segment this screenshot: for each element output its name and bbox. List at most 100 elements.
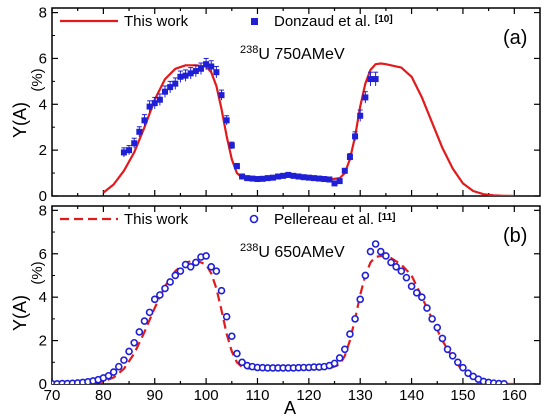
data-point — [402, 273, 411, 282]
y-axis-label: Y(A) — [10, 102, 30, 138]
data-point — [259, 175, 266, 182]
y-tick-label: 0 — [39, 376, 47, 393]
data-point — [161, 284, 169, 293]
data-point — [145, 308, 154, 317]
y-tick-label: 2 — [39, 333, 47, 350]
data-point — [275, 173, 282, 180]
data-point — [207, 262, 216, 271]
x-tick-label: 140 — [399, 387, 424, 404]
legend-label-this-work: This work — [124, 13, 189, 30]
data-point — [227, 332, 236, 341]
data-point — [361, 271, 370, 280]
data-point — [330, 359, 339, 368]
x-tick-label: 130 — [348, 387, 373, 404]
data-point — [171, 271, 180, 280]
y-axis-unit: (%) — [29, 261, 46, 284]
data-point — [141, 117, 148, 124]
y-axis-unit: (%) — [29, 68, 46, 91]
nucleus-name: U 750AMeV — [258, 46, 345, 63]
data-point — [120, 149, 127, 156]
data-point — [331, 180, 338, 187]
data-point — [454, 358, 462, 367]
data-point — [244, 175, 251, 182]
data-point — [433, 323, 442, 332]
data-point — [182, 72, 189, 79]
y-tick-label: 2 — [39, 142, 47, 159]
data-point — [172, 80, 179, 87]
legend-marker-square — [251, 18, 258, 25]
data-point — [335, 354, 344, 362]
data-point — [104, 371, 113, 380]
x-tick-label: 110 — [246, 387, 270, 404]
data-point — [212, 267, 221, 275]
data-point — [366, 247, 375, 256]
data-point — [412, 289, 421, 297]
data-point — [341, 167, 348, 174]
data-point — [362, 94, 369, 101]
y-axis-label: Y(A) — [10, 295, 30, 331]
data-point — [130, 338, 138, 347]
data-point — [264, 175, 271, 182]
data-point — [367, 76, 374, 83]
data-point — [249, 175, 256, 182]
plot-frame — [51, 205, 541, 385]
data-point — [203, 61, 210, 68]
data-point — [290, 172, 297, 179]
data-point — [407, 282, 416, 291]
data-point — [151, 100, 158, 107]
data-point — [177, 73, 184, 80]
data-point — [233, 349, 241, 358]
data-point — [336, 178, 343, 185]
panel-letter: (a) — [503, 27, 527, 49]
data-point — [397, 267, 406, 275]
data-point — [120, 356, 128, 364]
y-tick-label: 0 — [39, 188, 47, 205]
data-point — [187, 70, 194, 77]
data-point — [351, 315, 359, 323]
data-point — [346, 154, 353, 161]
data-point — [140, 317, 149, 325]
data-point — [222, 312, 231, 321]
data-point — [464, 369, 472, 377]
y-tick-label: 8 — [39, 202, 47, 219]
data-point — [443, 345, 452, 354]
data-point — [135, 328, 144, 336]
data-point — [316, 175, 323, 182]
data-point — [126, 147, 133, 154]
nucleus-label: 238U 750AMeV — [240, 44, 345, 63]
data-point — [223, 117, 230, 124]
y-tick-label: 8 — [39, 5, 47, 22]
data-point — [346, 330, 354, 338]
x-tick-label: 100 — [194, 387, 219, 404]
data-point — [162, 88, 169, 95]
data-point — [448, 351, 457, 360]
data-point — [208, 63, 215, 70]
data-point — [136, 128, 143, 135]
x-tick-label: 150 — [450, 387, 475, 404]
plot-area — [52, 240, 515, 384]
plot-frame — [51, 7, 541, 197]
data-point — [109, 368, 118, 376]
data-point — [376, 247, 385, 256]
data-point — [239, 173, 246, 180]
panel-b: 0 2 4 6 8 70 80 90 100 110 120 130 140 150 160 Y(A) (%) T… — [10, 202, 541, 404]
legend-label-this-work: This work — [124, 211, 189, 228]
y-tick-label: 6 — [39, 246, 47, 263]
panel-a: 0 2 4 6 8 Y(A) (%) This work Donzaud et al. [10]… — [10, 5, 541, 205]
nucleus-mass: 238 — [240, 242, 258, 254]
data-point — [382, 252, 390, 260]
data-point — [295, 173, 302, 180]
legend: This work Pellereau et al. [11] — [60, 211, 395, 228]
data-point — [156, 96, 163, 103]
data-point — [114, 362, 123, 371]
plot-area — [102, 57, 515, 196]
data-point — [125, 347, 133, 356]
data-point — [156, 291, 164, 299]
data-point — [131, 140, 138, 147]
data-point — [280, 172, 287, 179]
data-point — [356, 295, 365, 304]
data-point — [428, 315, 436, 323]
x-tick-label: 90 — [146, 387, 163, 404]
x-tick-label: 160 — [502, 387, 527, 404]
data-point — [340, 345, 349, 354]
